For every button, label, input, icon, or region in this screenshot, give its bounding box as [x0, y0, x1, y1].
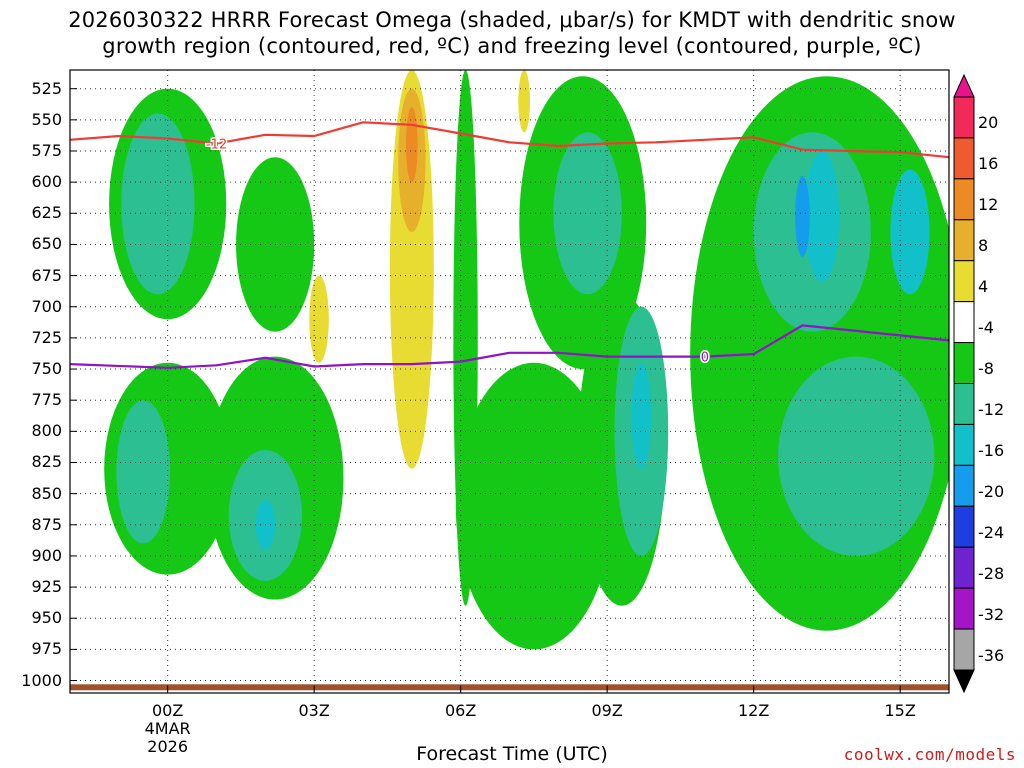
- x-tick-time: 15Z: [884, 701, 916, 720]
- x-tick-label-03Z: 03Z: [284, 702, 344, 720]
- colorbar-segment-7: [953, 383, 975, 425]
- colorbar-label--12: -12: [978, 399, 1005, 419]
- freezing-level-contour: [70, 324, 949, 369]
- omega-region-10: [405, 107, 418, 183]
- colorbar-label-16: 16: [978, 154, 999, 174]
- y-tick-label-700: 700: [31, 296, 62, 316]
- y-tick-label-900: 900: [31, 545, 62, 565]
- y-tick-label-925: 925: [31, 577, 62, 597]
- colorbar: [953, 73, 975, 694]
- omega-region-19: [631, 362, 652, 469]
- snow-growth-contour: [70, 121, 949, 159]
- colorbar-label-8: 8: [978, 236, 989, 256]
- colorbar-segment-2: [953, 178, 975, 221]
- y-tick-label-575: 575: [31, 140, 62, 160]
- colorbar-label-4: 4: [978, 277, 989, 297]
- omega-region-22: [778, 356, 935, 556]
- x-tick-time: 09Z: [591, 701, 623, 720]
- omega-region-24: [890, 169, 930, 295]
- x-axis-label: Forecast Time (UTC): [416, 743, 608, 765]
- x-tick-time: 03Z: [298, 701, 330, 720]
- colorbar-segment-0: [953, 96, 975, 139]
- y-tick-label-550: 550: [31, 109, 62, 129]
- y-tick-label-875: 875: [31, 514, 62, 534]
- colorbar-label--8: -8: [978, 359, 994, 379]
- omega-region-2: [121, 113, 195, 295]
- x-tick-time: 12Z: [737, 701, 770, 720]
- colorbar-label--20: -20: [978, 481, 1005, 501]
- x-tick-label-00Z: 00Z 4MAR 2026: [138, 702, 198, 756]
- x-tick-label-09Z: 09Z: [577, 702, 637, 720]
- colorbar-segment-12: [953, 587, 975, 630]
- colorbar-segment-4: [953, 260, 975, 303]
- y-tick-label-725: 725: [31, 327, 62, 347]
- colorbar-segment-8: [953, 423, 975, 466]
- y-tick-label-800: 800: [31, 421, 62, 441]
- y-tick-label-750: 750: [31, 359, 62, 379]
- y-tick-label-825: 825: [31, 452, 62, 472]
- y-tick-label-675: 675: [31, 265, 62, 285]
- colorbar-label--24: -24: [978, 522, 1005, 542]
- x-tick-label-15Z: 15Z: [870, 702, 930, 720]
- chart-title-line-2: growth region (contoured, red, ºC) and f…: [102, 34, 922, 58]
- y-tick-label-850: 850: [31, 483, 62, 503]
- y-tick-label-600: 600: [31, 172, 62, 192]
- colorbar-segment-11: [953, 546, 975, 589]
- y-tick-label-950: 950: [31, 608, 62, 628]
- colorbar-label-12: 12: [978, 195, 999, 215]
- chart-title-line-1: 2026030322 HRRR Forecast Omega (shaded, …: [68, 8, 956, 32]
- omega-region-25: [795, 175, 810, 257]
- colorbar-label--4: -4: [978, 318, 994, 338]
- colorbar-segment-10: [953, 505, 975, 548]
- colorbar-label-20: 20: [978, 113, 999, 133]
- freezing-level-contour-label: 0: [701, 351, 709, 366]
- colorbar-label--28: -28: [978, 563, 1005, 583]
- colorbar-segment-13: [953, 628, 975, 671]
- colorbar-segment-9: [953, 464, 975, 507]
- colorbar-cap-bottom: [953, 669, 975, 694]
- omega-region-15: [455, 362, 613, 650]
- colorbar-segment-5: [953, 301, 975, 344]
- y-tick-label-975: 975: [31, 639, 62, 659]
- x-tick-time: 00Z: [151, 701, 184, 720]
- omega-region-23: [804, 150, 840, 282]
- y-tick-label-625: 625: [31, 203, 62, 223]
- omega-region-11: [309, 275, 329, 363]
- colorbar-label--36: -36: [978, 645, 1005, 665]
- y-tick-label-775: 775: [31, 390, 62, 410]
- colorbar-segment-3: [953, 219, 975, 262]
- colorbar-label--32: -32: [978, 604, 1005, 624]
- colorbar-label--16: -16: [978, 440, 1005, 460]
- y-tick-label-1000: 1000: [21, 670, 62, 690]
- y-tick-label-650: 650: [31, 234, 62, 254]
- colorbar-cap-top: [953, 73, 975, 98]
- plot-frame: [69, 69, 950, 694]
- x-tick-time: 06Z: [444, 701, 477, 720]
- omega-region-12: [518, 70, 531, 133]
- colorbar-segment-6: [953, 342, 975, 385]
- source-credit[interactable]: coolwx.com/models: [843, 745, 1016, 764]
- x-tick-label-12Z: 12Z: [724, 702, 784, 720]
- snow-growth-contour-label: -12: [206, 138, 227, 153]
- ground-surface: [70, 684, 949, 691]
- omega-shading: [70, 70, 949, 691]
- y-tick-label-525: 525: [31, 78, 62, 98]
- x-tick-label-06Z: 06Z: [431, 702, 491, 720]
- omega-region-16: [553, 132, 622, 295]
- x-tick-date: 2026: [147, 737, 189, 756]
- omega-region-3: [116, 400, 171, 544]
- colorbar-segment-1: [953, 137, 975, 180]
- x-tick-date: 4MAR: [144, 719, 191, 738]
